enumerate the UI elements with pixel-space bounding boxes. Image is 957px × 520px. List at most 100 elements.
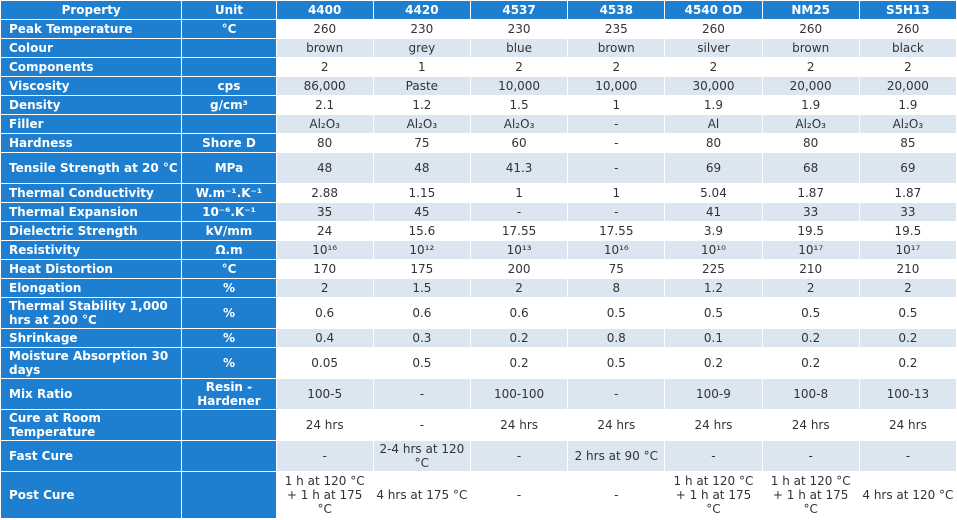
value-cell: 0.1 [664,328,763,348]
header-row: Property Unit 4400 4420 4537 4538 4540 O… [0,0,957,20]
value-cell: Al₂O₃ [761,114,860,134]
value-cell: 235 [567,19,666,39]
value-cell: 2 [275,278,374,298]
value-cell: brown [275,38,374,58]
unit-cell: % [181,278,277,298]
unit-cell: Resin - Hardener [181,378,277,410]
value-cell: 210 [858,259,957,279]
header-property: Property [0,0,183,20]
property-cell: Elongation [0,278,183,298]
value-cell: 10¹⁶ [275,240,374,260]
header-4420: 4420 [372,0,471,20]
unit-cell [181,409,277,441]
value-cell: 15.6 [372,221,471,241]
value-cell: - [372,378,471,410]
value-cell: 2 [858,278,957,298]
unit-cell: % [181,347,277,379]
value-cell: 0.2 [469,347,569,379]
value-cell: 0.2 [469,328,569,348]
property-cell: Viscosity [0,76,183,96]
header-s5h13: S5H13 [858,0,957,20]
value-cell: 24 hrs [761,409,860,441]
unit-cell: °C [181,259,277,279]
property-cell: Post Cure [0,471,183,519]
property-cell: Resistivity [0,240,183,260]
value-cell: 100-5 [275,378,374,410]
header-nm25: NM25 [761,0,860,20]
unit-cell: % [181,297,277,329]
value-cell: 0.5 [567,347,666,379]
value-cell: 69 [664,152,763,184]
table-body: Peak Temperature °C 260 230 230 235 260 260 260 C… [0,19,957,519]
value-cell: 8 [567,278,666,298]
value-cell: 260 [858,19,957,39]
value-cell: 30,000 [664,76,763,96]
value-cell: 1 [372,57,471,77]
value-cell: - [567,114,666,134]
table-row: Mix Ratio Resin - Hardener 100-5-100-100-1… [0,378,957,410]
value-cell: 230 [469,19,569,39]
value-cell: - [664,440,763,472]
value-cell: 1.2 [664,278,763,298]
value-cell: 1 h at 120 °C + 1 h at 175 °C [664,471,763,519]
table-row: Hardness Shore D 80 75 60-80 80 85 [0,133,957,153]
value-cell: 10¹⁷ [761,240,860,260]
value-cell: 20,000 [761,76,860,96]
table-row: Components 2 1 2 2 2 2 2 [0,57,957,77]
value-cell: 80 [664,133,763,153]
table-row: Moisture Absorption 30 days% 0.05 0.5 0.2 0.… [0,347,957,379]
value-cell: 0.2 [664,347,763,379]
value-cell: 0.5 [761,297,860,329]
unit-cell: Shore D [181,133,277,153]
value-cell: 2 [469,57,569,77]
value-cell: 19.5 [761,221,860,241]
value-cell: 45 [372,202,471,222]
value-cell: 24 hrs [664,409,763,441]
value-cell: 0.2 [761,347,860,379]
value-cell: 60 [469,133,569,153]
value-cell: - [372,409,471,441]
header-4400: 4400 [275,0,374,20]
value-cell: 24 hrs [567,409,666,441]
value-cell: 0.4 [275,328,374,348]
value-cell: 0.3 [372,328,471,348]
header-4538: 4538 [567,0,666,20]
value-cell: 1 h at 120 °C + 1 h at 175 °C [275,471,374,519]
value-cell: 1.9 [858,95,957,115]
value-cell: 80 [761,133,860,153]
unit-cell: kV/mm [181,221,277,241]
value-cell: 1.9 [761,95,860,115]
value-cell: 19.5 [858,221,957,241]
value-cell: 2 [761,57,860,77]
property-cell: Mix Ratio [0,378,183,410]
value-cell: 5.04 [664,183,763,203]
table-row: Thermal Stability 1,000 hrs at 200 °C% 0.… [0,297,957,329]
table-row: Fast Cure -2-4 hrs at 120 °C -2 hrs at 90 … [0,440,957,472]
value-cell: 260 [275,19,374,39]
unit-cell [181,38,277,58]
value-cell: brown [567,38,666,58]
value-cell: 2.1 [275,95,374,115]
value-cell: 100-13 [858,378,957,410]
value-cell: 0.5 [372,347,471,379]
table-row: Tensile Strength at 20 °C MPa 48 48 41.3-69 6… [0,152,957,184]
value-cell: 1 [469,183,569,203]
value-cell: 24 hrs [469,409,569,441]
value-cell: 0.2 [858,328,957,348]
value-cell: 0.8 [567,328,666,348]
unit-cell: % [181,328,277,348]
value-cell: Al₂O₃ [469,114,569,134]
value-cell: 210 [761,259,860,279]
value-cell: 68 [761,152,860,184]
value-cell: 17.55 [567,221,666,241]
table-row: Post Cure 1 h at 120 °C + 1 h at 175 °C 4 … [0,471,957,519]
unit-cell [181,471,277,519]
value-cell: 75 [567,259,666,279]
header-4537: 4537 [469,0,569,20]
value-cell: blue [469,38,569,58]
property-cell: Components [0,57,183,77]
value-cell: 1 [567,95,666,115]
value-cell: 3.9 [664,221,763,241]
value-cell: 1 [567,183,666,203]
